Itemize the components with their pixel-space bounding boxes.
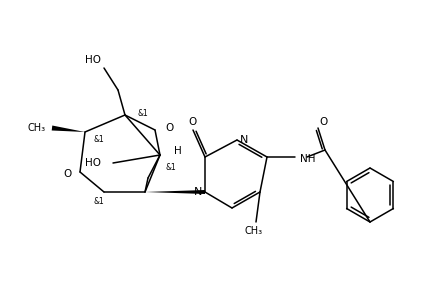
Text: &1: &1 [93,135,104,145]
Polygon shape [145,190,205,194]
Text: &1: &1 [165,163,176,171]
Text: HO: HO [85,158,101,168]
Text: N: N [240,135,248,145]
Polygon shape [52,126,85,132]
Text: H: H [174,146,182,156]
Text: O: O [188,117,196,127]
Text: O: O [319,117,327,127]
Text: CH₃: CH₃ [245,226,263,236]
Text: O: O [165,123,173,133]
Text: O: O [64,169,72,179]
Text: &1: &1 [137,109,148,117]
Text: &1: &1 [93,198,104,206]
Text: NH: NH [300,154,316,164]
Text: HO: HO [85,55,101,65]
Text: CH₃: CH₃ [28,123,46,133]
Text: N: N [194,187,202,197]
